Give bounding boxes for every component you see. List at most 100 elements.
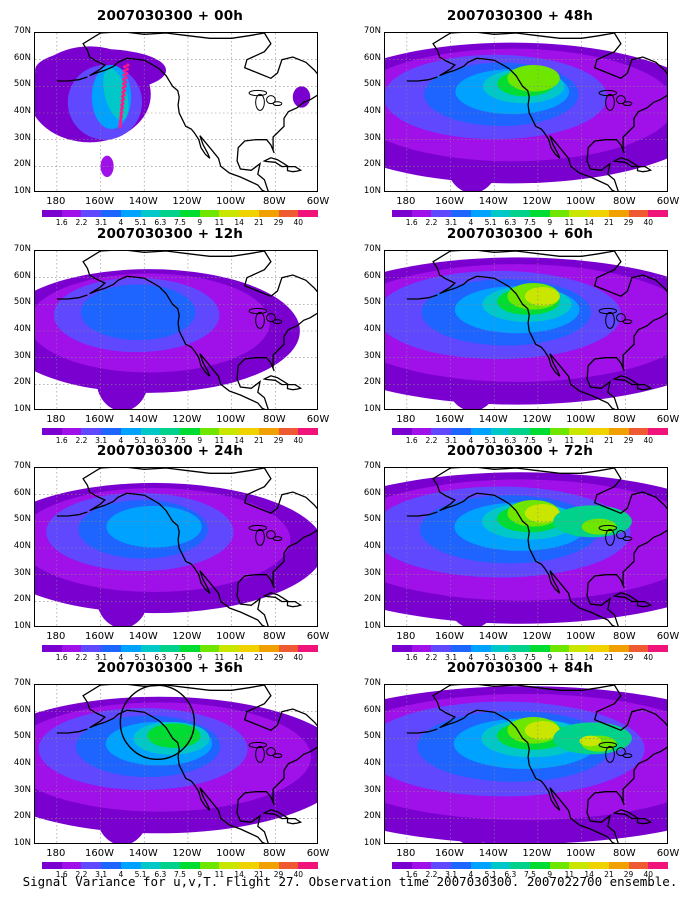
target-region-circle	[119, 685, 196, 761]
colorbar-swatch	[510, 862, 531, 869]
lon-tick-label: 180	[396, 631, 416, 642]
map-panel: 2007030300 + 72h 70N 60N 50N 40N 30N 20N 10N 180…	[350, 443, 690, 662]
lon-tick-label: 100W	[216, 631, 246, 642]
colorbar	[42, 645, 319, 652]
colorbar-swatch	[258, 428, 279, 435]
coastline	[286, 817, 303, 825]
great-lake	[605, 93, 615, 111]
lat-tick-label: 40N	[13, 541, 31, 551]
map-panel: 2007030300 + 12h 70N 60N 50N 40N 30N 20N 10N 180…	[0, 226, 340, 445]
colorbar-label: 4	[468, 870, 474, 879]
colorbar-label: 21	[604, 218, 614, 227]
great-lake	[255, 311, 265, 329]
colorbar-label: 2.2	[425, 870, 438, 879]
flight-track-point	[122, 69, 127, 73]
colorbar-swatch	[140, 428, 161, 435]
lat-tick-label: 70N	[13, 244, 31, 254]
colorbar-swatch	[160, 645, 181, 652]
lat-tick-label: 60N	[363, 270, 381, 281]
lat-tick-label: 20N	[13, 811, 31, 822]
colorbar-swatch	[180, 210, 200, 217]
colorbar-label: 2.2	[75, 436, 88, 445]
lon-tick-label: 120W	[172, 414, 202, 425]
colorbar-swatch	[81, 862, 102, 869]
colorbar-label: 21	[254, 653, 264, 662]
colorbar-swatch	[160, 210, 181, 217]
colorbar-swatch	[490, 428, 511, 435]
great-lake	[255, 745, 265, 763]
colorbar-swatch	[278, 428, 299, 435]
lon-tick-label: 180	[396, 414, 416, 425]
colorbar-label: 29	[623, 218, 634, 227]
great-lake	[255, 93, 265, 111]
great-lake	[248, 307, 268, 315]
flight-track-point	[119, 118, 123, 123]
colorbar-swatch	[101, 645, 121, 652]
colorbar-swatch	[61, 862, 82, 869]
flight-track-point	[122, 73, 126, 77]
colorbar	[392, 210, 669, 217]
colorbar-label: 29	[273, 218, 284, 227]
colorbar-label: 5.1	[134, 218, 147, 227]
colorbar-swatch	[199, 862, 220, 869]
lat-tick-label: 10N	[363, 404, 381, 414]
great-lake	[605, 745, 615, 763]
coastline	[82, 33, 317, 191]
colorbar-label: 11	[214, 436, 225, 445]
colorbar-label: 29	[623, 653, 634, 662]
lat-tick-label: 50N	[13, 297, 31, 308]
colorbar-swatch	[411, 862, 432, 869]
lat-tick-label: 30N	[13, 350, 31, 361]
colorbar-label: 14	[234, 218, 244, 227]
colorbar-label: 21	[604, 436, 614, 445]
coastline	[82, 468, 317, 626]
lon-tick-label: 160W	[435, 631, 465, 642]
lon-tick-label: 120W	[522, 631, 552, 642]
colorbar-label: 4	[118, 870, 124, 879]
lat-tick-label: 60N	[13, 487, 31, 498]
colorbar-label: 9	[197, 436, 203, 445]
great-lake	[598, 89, 618, 97]
colorbar-swatch	[81, 210, 102, 217]
colorbar-swatch	[392, 645, 412, 652]
colorbar-swatch	[219, 210, 240, 217]
flight-track-point	[118, 123, 122, 127]
colorbar-label: 6.3	[504, 870, 517, 879]
lon-tick-label: 180	[396, 196, 416, 207]
colorbar-swatch	[411, 428, 432, 435]
colorbar-swatch	[239, 645, 259, 652]
colorbar-swatch	[120, 428, 141, 435]
colorbar-label: 14	[234, 870, 244, 879]
colorbar-swatch	[569, 428, 590, 435]
lat-tick-label: 60N	[363, 52, 381, 63]
map-area	[34, 467, 318, 627]
colorbar-swatch	[451, 428, 471, 435]
colorbar-swatch	[278, 645, 299, 652]
map-svg	[385, 685, 667, 843]
great-lake	[622, 319, 633, 325]
variance-field	[35, 482, 317, 626]
colorbar-swatch	[278, 210, 299, 217]
lon-tick-label: 160W	[85, 848, 115, 859]
map-panel: 2007030300 + 00h 70N 60N 50N 40N 30N 20N 10N 180…	[0, 8, 340, 227]
great-lake	[266, 95, 276, 105]
colorbar-swatch	[101, 862, 121, 869]
colorbar-label: 11	[564, 653, 575, 662]
great-lake	[605, 311, 615, 329]
lon-tick-label: 120W	[522, 848, 552, 859]
colorbar-swatch	[451, 645, 471, 652]
colorbar-swatch	[180, 862, 200, 869]
lon-tick-label: 60W	[656, 414, 680, 425]
colorbar-swatch	[431, 645, 452, 652]
coastline	[636, 600, 653, 608]
colorbar-label: 3.1	[95, 653, 108, 662]
colorbar-label: 2.2	[75, 653, 88, 662]
colorbar-label: 5.1	[134, 870, 147, 879]
colorbar-swatch	[530, 428, 550, 435]
coastline	[82, 251, 317, 409]
lat-tick-label: 50N	[363, 297, 381, 308]
lon-tick-label: 160W	[85, 196, 115, 207]
lat-tick-label: 20N	[13, 594, 31, 605]
lon-tick-label: 140W	[478, 631, 508, 642]
colorbar-label: 5.1	[484, 870, 497, 879]
